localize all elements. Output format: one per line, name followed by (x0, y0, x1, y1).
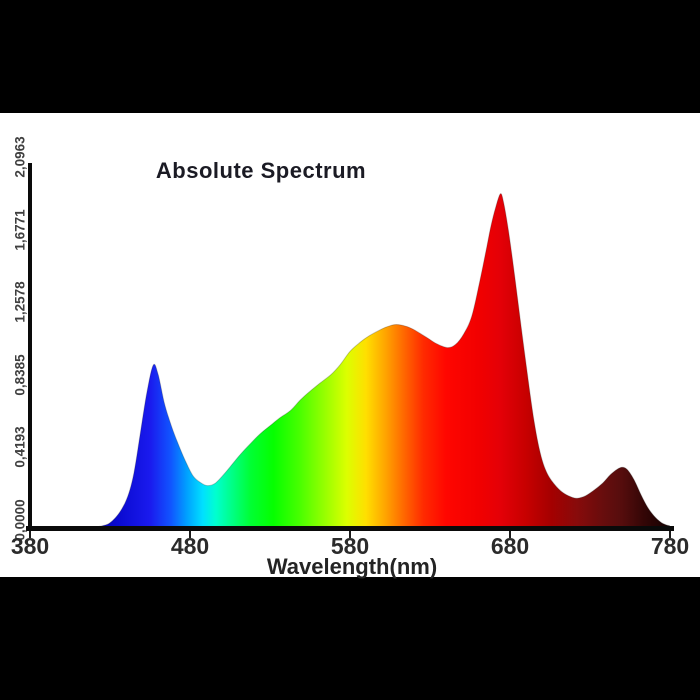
x-tick-mark (189, 531, 191, 538)
spectrum-area-plot (30, 193, 670, 528)
spectrum-curve (30, 193, 670, 528)
y-tick-label: 1,6771 (12, 208, 28, 251)
y-axis-line (28, 163, 32, 531)
x-tick-label: 480 (170, 533, 210, 559)
x-tick-label: 380 (10, 533, 50, 559)
x-tick-label: 580 (330, 533, 370, 559)
y-tick-label: 0,8385 (12, 354, 28, 396)
x-tick-mark (509, 531, 511, 538)
chart-panel: Absolute Spectrum 0,0000 0,4193 0,8385 1,25… (0, 113, 700, 579)
y-tick-label: 2,0963 (12, 136, 28, 178)
x-tick-mark (349, 531, 351, 538)
x-axis-line (26, 526, 674, 531)
x-tick-label: 680 (490, 533, 530, 559)
x-tick-label: 780 (650, 533, 690, 559)
x-tick-mark (669, 531, 671, 538)
x-axis-title: Wavelength(nm) (266, 554, 438, 579)
chart-title: Absolute Spectrum (155, 158, 367, 183)
x-tick-mark (29, 531, 31, 538)
y-tick-label: 1,2578 (12, 281, 28, 323)
y-tick-label: 0,4193 (12, 426, 28, 469)
